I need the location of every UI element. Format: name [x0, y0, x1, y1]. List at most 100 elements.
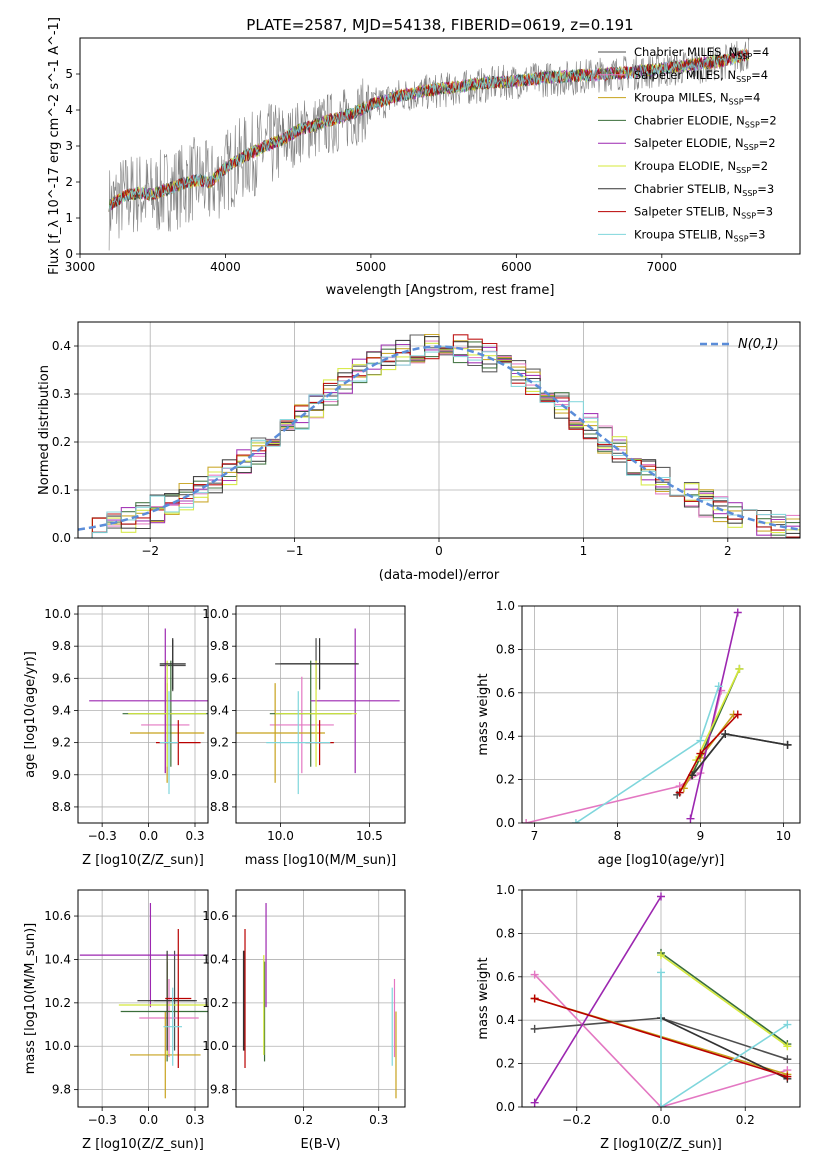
weight-marker [714, 682, 723, 691]
x-tick-label: 0.3 [369, 1113, 388, 1127]
y-tick-label: 9.8 [210, 639, 229, 653]
legend-entry: Salpeter MILES, NSSP=4 [634, 68, 768, 84]
y-tick-label: 0 [65, 247, 73, 261]
y-tick-label: 0.3 [52, 387, 71, 401]
y-tick-label: 0.1 [52, 483, 71, 497]
x-tick-label: 0 [435, 544, 443, 558]
axes-frame [77, 605, 209, 824]
y-tick-label: 0.2 [496, 1057, 515, 1071]
weight-marker [696, 749, 705, 758]
y-axis-label: mass weight [476, 957, 491, 1039]
figure-title: PLATE=2587, MJD=54138, FIBERID=0619, z=0… [246, 16, 633, 34]
weight-marker [571, 819, 580, 823]
y-tick-label: 9.8 [210, 1083, 229, 1097]
axes-frame [79, 37, 801, 255]
panel-age_vs_Z: −0.3 0.0 0.3 8.8 9.0 9.2 9.4 9.6 9.8 10.0 Z [log10… [23, 605, 209, 868]
weight-marker [657, 892, 665, 901]
weight-marker [530, 1024, 539, 1033]
legend-entry: Chabrier MILES, NSSP=4 [634, 45, 769, 61]
weight-line [660, 952, 788, 1045]
y-tick-label: 10.2 [44, 996, 71, 1010]
y-tick-label: 8.8 [52, 800, 71, 814]
axes-frame [521, 605, 801, 824]
axes-frame [521, 889, 801, 1108]
x-tick-label: 5000 [356, 260, 387, 274]
y-tick-label: 0.6 [496, 686, 515, 700]
legend-entry: Chabrier STELIB, NSSP=3 [634, 182, 774, 198]
plot-area [79, 903, 208, 1099]
x-axis-label: E(B-V) [300, 1137, 340, 1152]
x-tick-label: −0.3 [88, 1113, 117, 1127]
legend-entry: Kroupa ELODIE, NSSP=2 [634, 159, 768, 175]
weight-marker [530, 1098, 539, 1107]
spectrum-model-line [108, 48, 750, 212]
weight-marker [733, 608, 742, 617]
y-tick-label: 9.6 [210, 671, 229, 685]
x-tick-label: −0.3 [88, 829, 117, 843]
y-tick-label: 1 [65, 211, 73, 225]
weight-marker [522, 819, 531, 823]
x-tick-label: −2 [141, 544, 159, 558]
weight-line [534, 974, 788, 1107]
weight-marker [783, 1020, 792, 1029]
x-axis-label: wavelength [Angstrom, rest frame] [326, 283, 555, 298]
weight-line [676, 733, 788, 796]
x-axis-label: Z [log10(Z/Z_sun)] [82, 1137, 204, 1152]
plot-area [530, 892, 792, 1107]
x-tick-label: 7000 [647, 260, 678, 274]
plot-area [522, 608, 792, 823]
y-tick-label: 0.4 [52, 339, 71, 353]
legend-entry: Kroupa STELIB, NSSP=3 [634, 227, 765, 243]
x-tick-label: 0.0 [139, 1113, 158, 1127]
y-axis-label: mass [log10(M/M_sun)] [23, 923, 38, 1075]
x-axis-label: Z [log10(Z/Z_sun)] [82, 853, 204, 868]
residual-histogram [78, 346, 800, 538]
y-tick-label: 0.4 [496, 729, 515, 743]
x-tick-label: −1 [286, 544, 304, 558]
y-tick-label: 0.8 [496, 926, 515, 940]
legend-entry: Salpeter STELIB, NSSP=3 [634, 205, 773, 221]
x-tick-label: 7 [531, 829, 539, 843]
weight-line [660, 954, 788, 1047]
x-tick-label: 0.0 [651, 1113, 670, 1127]
axes-frame [235, 889, 406, 1108]
weight-marker [783, 740, 792, 749]
weight-marker [696, 736, 705, 745]
y-tick-label: 0.2 [496, 773, 515, 787]
y-tick-label: 10.0 [44, 607, 71, 621]
x-tick-label: 3000 [65, 260, 96, 274]
x-tick-label: 0.0 [139, 829, 158, 843]
weight-marker [733, 710, 742, 719]
plot-area [108, 38, 750, 251]
y-tick-label: 10.4 [202, 952, 229, 966]
x-tick-label: 1 [580, 544, 588, 558]
weight-marker [721, 730, 730, 739]
x-tick-label: 10.0 [267, 829, 294, 843]
weight-line [575, 686, 720, 823]
y-tick-label: 10.4 [44, 952, 71, 966]
y-tick-label: 10.6 [44, 909, 71, 923]
y-tick-label: 9.2 [210, 736, 229, 750]
axes-frame [77, 321, 801, 539]
weight-marker [657, 951, 665, 960]
legend-entry: Kroupa MILES, NSSP=4 [634, 91, 760, 107]
y-tick-label: 10.0 [202, 607, 229, 621]
y-tick-label: 8.8 [210, 800, 229, 814]
x-tick-label: 0.2 [736, 1113, 755, 1127]
y-axis-label: Normed distribution [37, 365, 52, 495]
y-tick-label: 0.8 [496, 642, 515, 656]
x-tick-label: 6000 [501, 260, 532, 274]
plot-area [236, 628, 400, 795]
y-tick-label: 2 [65, 175, 73, 189]
y-tick-label: 1.0 [496, 599, 515, 613]
weight-line [660, 972, 788, 1107]
plot-area [242, 903, 397, 1099]
weight-line [660, 1017, 788, 1080]
x-tick-label: 0.3 [185, 1113, 204, 1127]
x-axis-label: age [log10(age/yr)] [598, 853, 725, 868]
y-tick-label: 5 [65, 67, 73, 81]
y-tick-label: 9.8 [52, 639, 71, 653]
y-tick-label: 0.0 [496, 816, 515, 830]
x-axis-label: Z [log10(Z/Z_sun)] [600, 1137, 722, 1152]
